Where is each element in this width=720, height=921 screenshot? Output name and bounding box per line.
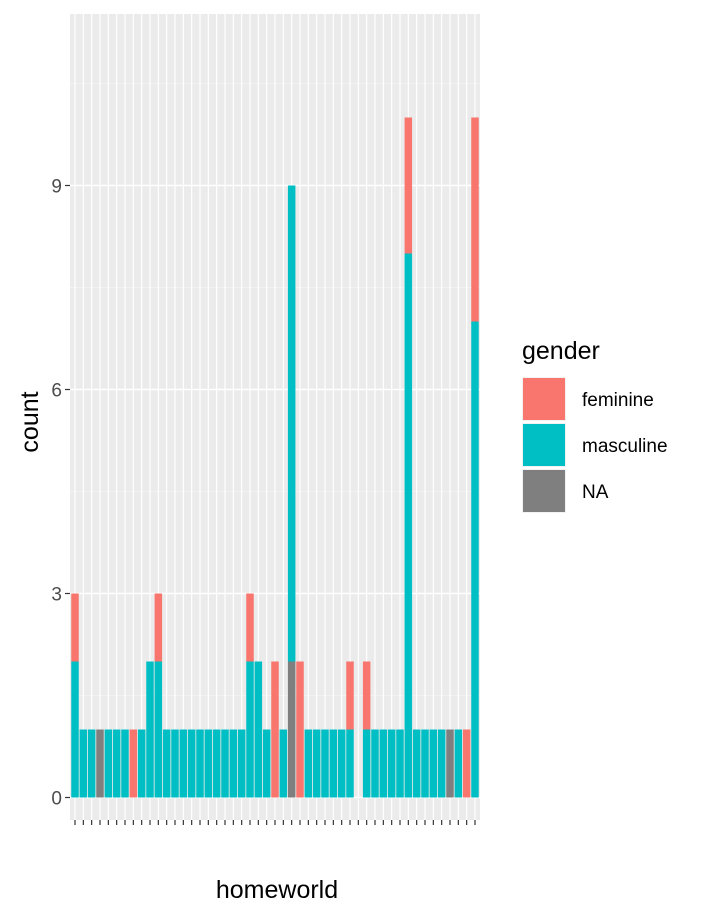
legend: gender feminine masculine NA (522, 337, 668, 513)
legend-label-NA: NA (582, 482, 609, 503)
bar-masculine-40 (396, 729, 404, 798)
bar-feminine-25 (271, 661, 279, 798)
bar-feminine-36 (362, 661, 371, 730)
bar-masculine-5 (104, 729, 113, 798)
bar-masculine-2 (79, 729, 88, 798)
bar-masculine-24 (262, 729, 271, 798)
bar-masculine-20 (229, 729, 238, 798)
bar-masculine-3 (87, 729, 96, 798)
bar-masculine-33 (337, 729, 346, 798)
bar-masculine-34 (346, 729, 354, 798)
x-axis-title: homeworld (216, 876, 338, 904)
legend-label-feminine: feminine (582, 390, 654, 411)
y-tick-label: 3 (51, 585, 62, 606)
bar-masculine-37 (371, 729, 379, 798)
bar-masculine-18 (212, 729, 221, 798)
bar-masculine-38 (379, 729, 388, 798)
bar-masculine-9 (137, 729, 146, 798)
bar-masculine-19 (221, 729, 229, 798)
bar-masculine-23 (254, 661, 263, 798)
bar-masculine-21 (237, 729, 246, 798)
legend-swatch-NA (523, 470, 565, 512)
bar-masculine-49 (471, 321, 479, 798)
bar-masculine-43 (421, 729, 429, 798)
bar-masculine-22 (246, 661, 254, 798)
bar-masculine-12 (162, 729, 171, 798)
bar-masculine-10 (146, 661, 154, 798)
bar-feminine-28 (296, 661, 304, 798)
bar-masculine-26 (279, 729, 288, 798)
bar-feminine-41 (404, 117, 413, 254)
bar-feminine-8 (129, 729, 138, 798)
bar-masculine-29 (304, 729, 313, 798)
bar-masculine-11 (154, 661, 163, 798)
bar-masculine-30 (312, 729, 321, 798)
legend-label-masculine: masculine (582, 436, 668, 457)
bar-masculine-39 (387, 729, 396, 798)
bar-masculine-42 (412, 729, 421, 798)
bar-masculine-44 (429, 729, 438, 798)
bar-masculine-32 (329, 729, 338, 798)
bar-feminine-49 (471, 117, 479, 322)
bar-masculine-6 (112, 729, 121, 798)
legend-swatch-feminine (523, 378, 565, 420)
bar-masculine-45 (437, 729, 446, 798)
bar-feminine-34 (346, 661, 354, 730)
bar-masculine-7 (121, 729, 129, 798)
x-axis (74, 820, 476, 825)
bar-feminine-48 (462, 729, 471, 798)
y-tick-label: 9 (51, 177, 62, 198)
bar-NA-46 (446, 729, 454, 798)
bar-masculine-1 (71, 661, 79, 798)
y-tick-label: 0 (51, 789, 62, 810)
bar-masculine-16 (196, 729, 204, 798)
bar-feminine-22 (246, 593, 254, 662)
bar-NA-27 (287, 661, 296, 798)
bar-masculine-27 (287, 185, 296, 662)
bars (71, 117, 479, 798)
bar-masculine-17 (204, 729, 213, 798)
y-axis: 0 3 6 9 (51, 177, 70, 810)
legend-title: gender (522, 337, 600, 365)
y-axis-title: count (16, 391, 44, 452)
bar-masculine-13 (171, 729, 179, 798)
bar-masculine-41 (404, 253, 413, 798)
bar-NA-4 (96, 729, 104, 798)
legend-swatch-masculine (523, 424, 565, 466)
bar-masculine-47 (454, 729, 463, 798)
bar-masculine-31 (321, 729, 329, 798)
y-tick-label: 6 (51, 381, 62, 402)
bar-masculine-14 (179, 729, 188, 798)
bar-masculine-15 (187, 729, 196, 798)
bar-masculine-36 (362, 729, 371, 798)
bar-feminine-11 (154, 593, 163, 662)
bar-feminine-1 (71, 593, 79, 662)
